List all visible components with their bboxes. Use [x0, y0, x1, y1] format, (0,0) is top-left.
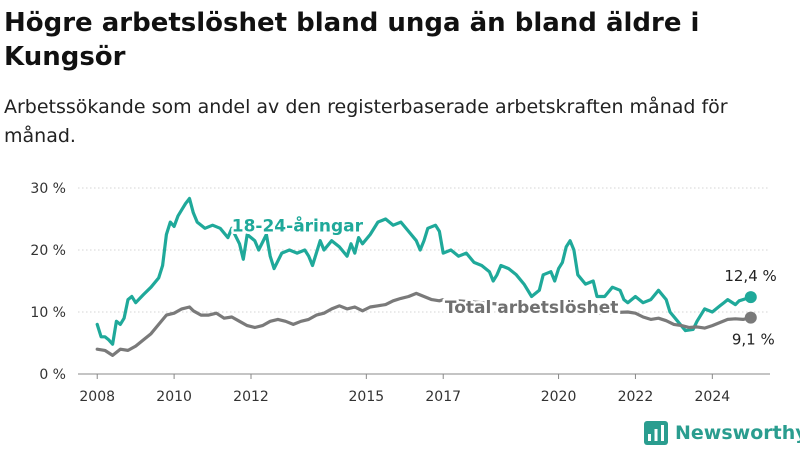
- y-tick-label: 20 %: [30, 243, 66, 259]
- series-end-point: [744, 291, 757, 304]
- y-tick-label: 10 %: [30, 305, 66, 321]
- series-lines: [95, 196, 757, 357]
- x-tick-label: 2024: [695, 389, 731, 405]
- chart-title: Högre arbetslöshet bland unga än bland ä…: [4, 8, 700, 72]
- y-tick-label: 30 %: [30, 181, 66, 197]
- y-tick-label: 0 %: [39, 367, 66, 383]
- series-line-total-arbetsl-shet: [95, 291, 753, 357]
- brand-name: Newsworthy: [675, 422, 800, 444]
- x-tick-label: 2008: [79, 389, 115, 405]
- gridlines: [78, 187, 770, 375]
- newsworthy-logo: Newsworthy: [644, 419, 800, 447]
- bar-chart-icon: [644, 421, 668, 445]
- x-tick-label: 2017: [425, 389, 461, 405]
- x-tick-label: 2020: [541, 389, 577, 405]
- series-label-halo: Total arbetslöshet: [445, 298, 619, 318]
- end-value-label: 12,4 %: [724, 267, 776, 285]
- x-tick-label: 2010: [156, 389, 192, 405]
- axes: 0 % 10 % 20 % 30 % 2008 2010 2012 2015 2017 2020 2…: [30, 181, 730, 405]
- series-label: 18-24-åringar: [232, 214, 364, 236]
- end-value-label: 9,1 %: [732, 331, 775, 349]
- series-label-halo: 18-24-åringar: [232, 214, 364, 236]
- series-end-point: [744, 311, 757, 324]
- x-tick-label: 2015: [349, 389, 385, 405]
- x-tick-label: 2022: [618, 389, 654, 405]
- series-label: Total arbetslöshet: [445, 298, 619, 318]
- series-line-18-24-ringar: [95, 196, 753, 346]
- x-tick-label: 2012: [233, 389, 269, 405]
- chart-subtitle: Arbetssökande som andel av den registerb…: [4, 96, 728, 147]
